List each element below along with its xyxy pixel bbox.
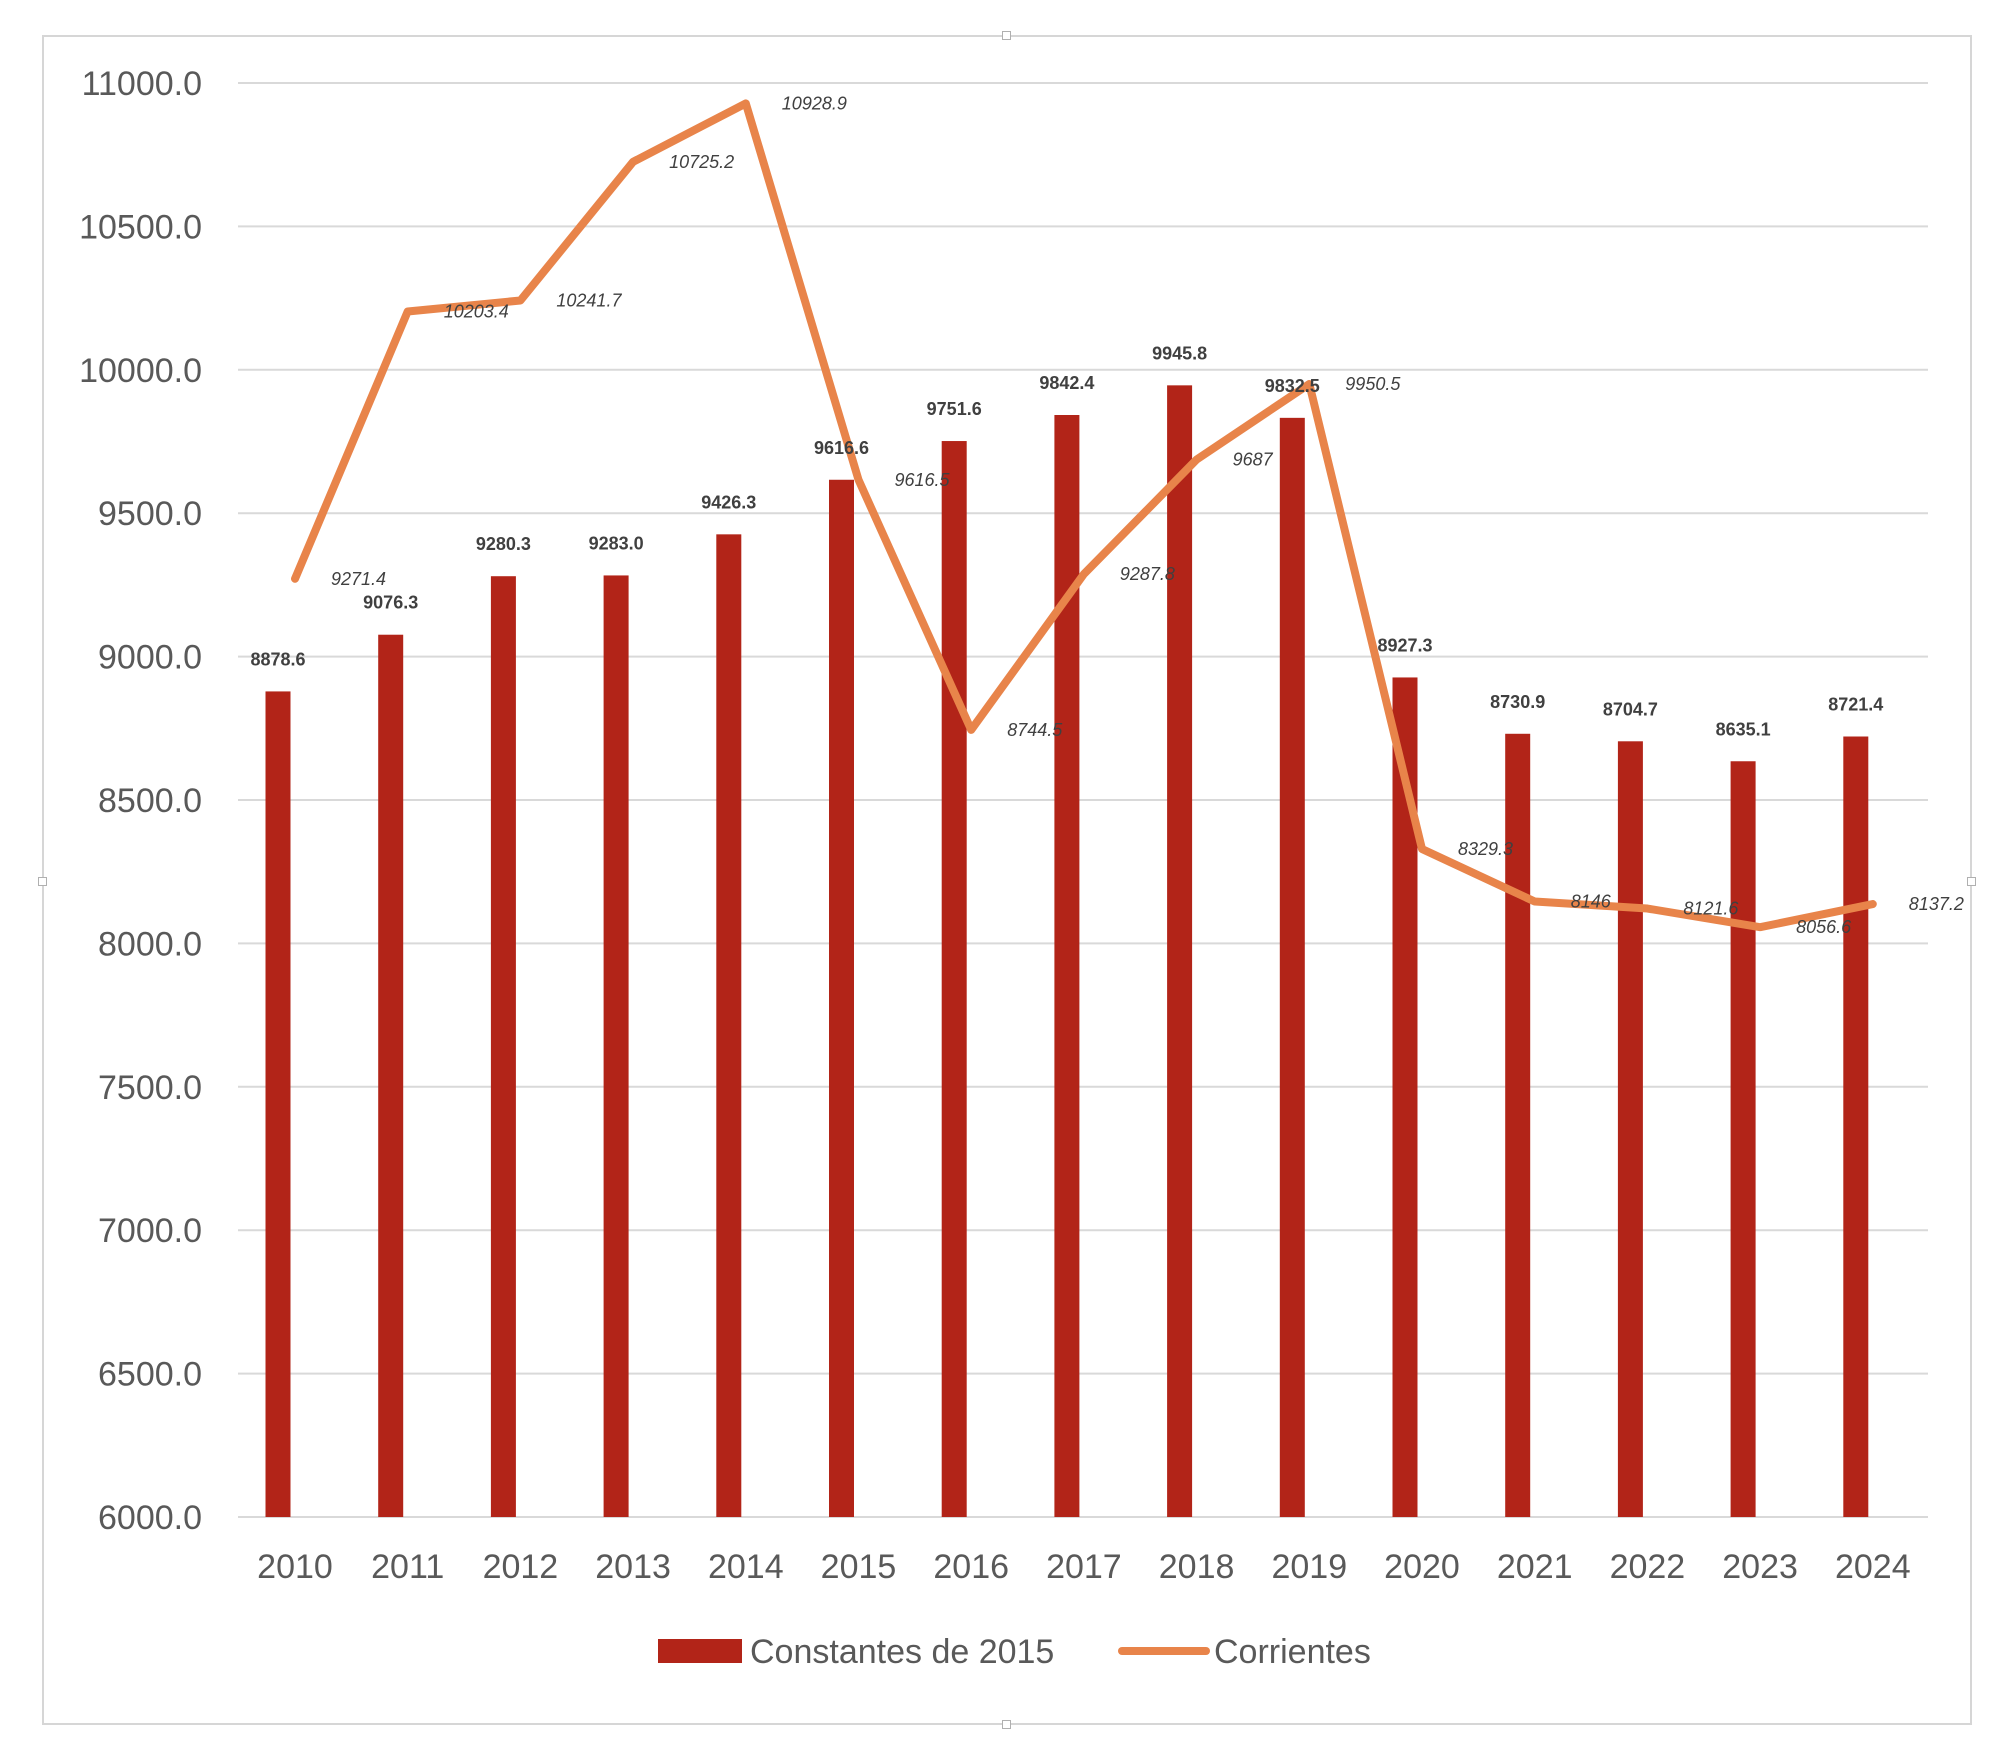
bar-data-label: 8721.4: [1828, 695, 1883, 715]
line-data-label: 8056.6: [1796, 917, 1852, 937]
bar: [941, 441, 967, 1517]
y-tick-label: 9000.0: [98, 639, 202, 677]
legend-label-bar: Constantes de 2015: [750, 1633, 1054, 1671]
x-tick-label: 2010: [257, 1548, 333, 1586]
line-data-label: 10725.2: [669, 152, 734, 172]
bar-data-label: 9945.8: [1152, 343, 1207, 363]
bar: [1617, 741, 1643, 1517]
x-tick-label: 2018: [1159, 1548, 1235, 1586]
bar-data-label: 8730.9: [1490, 692, 1545, 712]
line-data-label: 10928.9: [782, 93, 847, 113]
bar: [1279, 417, 1305, 1517]
legend-swatch-bar: [658, 1639, 742, 1663]
line-data-label: 9287.8: [1120, 564, 1175, 584]
bar-data-label: 9832.5: [1265, 376, 1320, 396]
line-data-label: 8137.2: [1909, 894, 1964, 914]
bar-data-label: 9280.3: [476, 534, 531, 554]
gridlines: [238, 82, 1928, 1518]
line-data-labels: 9271.4 10203.4 10241.7 10725.2 10928.9 9616.5…: [331, 93, 1964, 937]
line-data-label: 9616.5: [895, 470, 951, 490]
line-data-label: 8121.6: [1683, 899, 1739, 919]
chart-frame: [38, 31, 1976, 1729]
line-series: [291, 99, 1877, 932]
bar: [378, 634, 404, 1517]
x-tick-label: 2011: [371, 1548, 444, 1586]
bar-data-label: 8878.6: [250, 649, 305, 669]
y-axis-ticks: 6000.0 6500.0 7000.0 7500.0 8000.0 8500.0 9000…: [79, 65, 202, 1537]
line-data-label: 10241.7: [556, 290, 622, 310]
x-tick-label: 2024: [1835, 1548, 1911, 1586]
bar: [1730, 761, 1756, 1517]
line-data-label: 10203.4: [444, 301, 509, 321]
y-tick-label: 8000.0: [98, 925, 202, 963]
bar: [603, 575, 629, 1517]
line-data-label: 8329.3: [1458, 839, 1513, 859]
bar-data-label: 8927.3: [1377, 635, 1432, 655]
bar: [716, 534, 742, 1517]
resize-handle-left[interactable]: [38, 877, 47, 886]
y-tick-label: 9500.0: [98, 495, 202, 533]
bar-data-labels: 8878.6 9076.3 9280.3 9283.0 9426.3 9616.6 9751…: [250, 343, 1883, 739]
y-tick-label: 11000.0: [82, 65, 202, 103]
line-data-label: 9950.5: [1345, 374, 1401, 394]
x-tick-label: 2012: [483, 1548, 559, 1586]
legend: Constantes de 2015 Corrientes: [658, 1633, 1371, 1671]
resize-handle-bottom[interactable]: [1002, 1720, 1011, 1729]
bar-data-label: 9751.6: [927, 399, 982, 419]
bar: [1843, 736, 1869, 1517]
bar-data-label: 8635.1: [1716, 719, 1771, 739]
bar-data-label: 9842.4: [1039, 373, 1094, 393]
bar-data-label: 9426.3: [701, 492, 756, 512]
series-line-corrientes: [291, 99, 1877, 932]
y-tick-label: 10500.0: [79, 208, 202, 246]
line-data-label: 9271.4: [331, 569, 386, 589]
y-tick-label: 10000.0: [79, 352, 202, 390]
y-tick-label: 7500.0: [98, 1069, 202, 1107]
bar-series: [265, 385, 1869, 1517]
x-tick-label: 2022: [1610, 1548, 1686, 1586]
resize-handle-right[interactable]: [1967, 877, 1976, 886]
x-tick-label: 2017: [1046, 1548, 1122, 1586]
line-data-label: 9687: [1233, 450, 1274, 470]
x-tick-label: 2016: [933, 1548, 1009, 1586]
x-tick-label: 2020: [1384, 1548, 1460, 1586]
bar: [490, 576, 516, 1517]
resize-handle-top[interactable]: [1002, 31, 1011, 40]
y-tick-label: 8500.0: [98, 782, 202, 820]
y-tick-label: 7000.0: [98, 1212, 202, 1250]
bar: [829, 479, 854, 1517]
bar: [1167, 385, 1193, 1517]
y-tick-label: 6000.0: [98, 1499, 202, 1537]
x-tick-label: 2013: [595, 1548, 671, 1586]
x-tick-label: 2021: [1497, 1548, 1573, 1586]
legend-label-line: Corrientes: [1214, 1633, 1371, 1671]
x-tick-label: 2023: [1722, 1548, 1798, 1586]
bar-data-label: 9283.0: [589, 533, 644, 553]
bar-data-label: 9076.3: [363, 593, 418, 613]
x-tick-label: 2015: [821, 1548, 897, 1586]
x-tick-label: 2014: [708, 1548, 784, 1586]
bar-data-label: 9616.6: [814, 438, 869, 458]
line-data-label: 8744.5: [1007, 720, 1063, 740]
y-tick-label: 6500.0: [98, 1356, 202, 1394]
x-tick-label: 2019: [1271, 1548, 1347, 1586]
bar: [265, 691, 291, 1517]
line-data-label: 8146: [1571, 892, 1612, 912]
bar-data-label: 8704.7: [1603, 699, 1658, 719]
x-axis-ticks: 2010 2011 2012 2013 2014 2015 2016 2017 2018 2019…: [257, 1548, 1910, 1586]
bar: [1505, 733, 1531, 1517]
